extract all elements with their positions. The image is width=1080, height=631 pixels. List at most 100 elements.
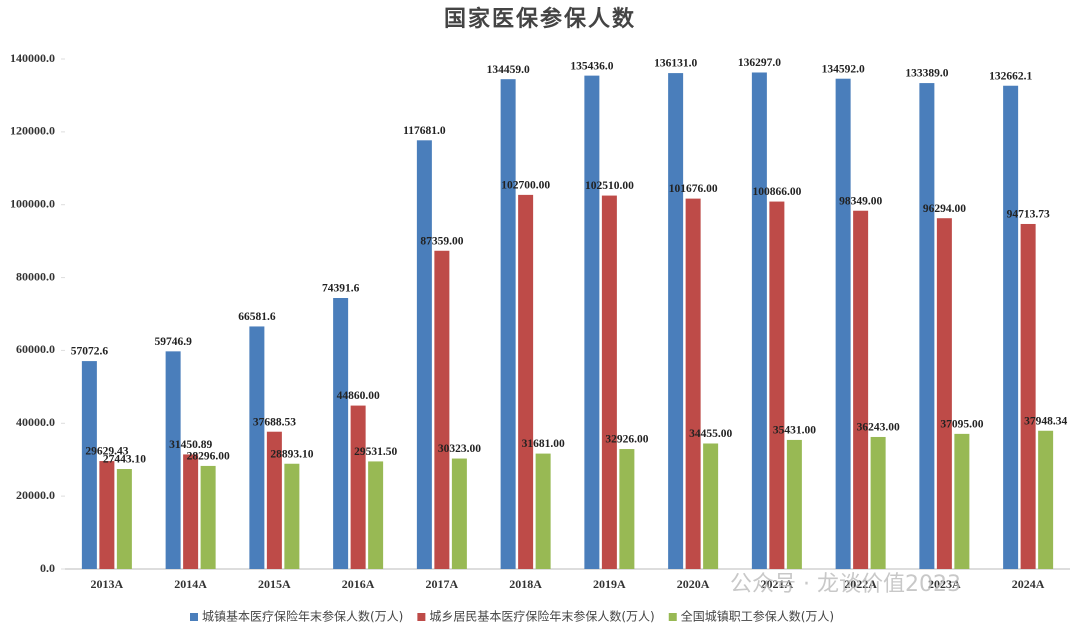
bar [81,361,97,569]
legend-label: 城镇基本医疗保险年末参保人数(万人) [202,609,403,624]
bar [954,433,970,569]
value-label: 32926.00 [605,434,648,446]
x-tick-label: 2021A [761,577,794,591]
legend-label: 城乡居民基本医疗保险年末参保人数(万人) [429,609,654,624]
bar [1020,223,1036,569]
chart-title: 国家医保参保人数 [444,6,636,32]
y-tick-label: 60000.0 [16,342,55,356]
bar [769,201,785,569]
value-label: 134592.0 [822,63,865,75]
value-label: 100866.00 [752,186,801,198]
value-label: 98349.00 [839,195,882,207]
x-tick-label: 2019A [593,577,626,591]
bar [685,198,701,569]
bar [116,469,132,569]
bar [751,72,767,569]
legend-label: 全国城镇职工参保人数(万人) [681,609,834,624]
y-tick-label: 140000.0 [10,51,55,65]
value-label: 136297.0 [738,57,781,69]
y-tick-label: 40000.0 [16,415,55,429]
value-label: 101676.00 [669,183,718,195]
bar [333,298,349,569]
bar [266,431,282,569]
bar [584,75,600,569]
value-label: 102510.00 [585,180,634,192]
bar [1003,85,1019,569]
value-label: 136131.0 [654,58,697,70]
legend-swatch [190,613,198,621]
bar [200,465,216,569]
value-label: 74391.6 [322,283,360,295]
bar [835,78,851,570]
x-tick-label: 2024A [1012,577,1045,591]
value-label: 28296.00 [187,451,230,463]
y-tick-label: 20000.0 [16,488,55,502]
value-label: 102700.00 [501,180,550,192]
x-tick-label: 2018A [509,577,542,591]
value-label: 29629.43 [85,446,128,458]
y-tick-label: 80000.0 [16,269,55,283]
bar [535,453,551,569]
x-tick-label: 2017A [426,577,459,591]
bar [350,405,366,569]
bar [284,463,300,569]
bar [853,210,869,569]
value-label: 31681.00 [522,438,565,450]
bar [518,194,534,569]
bar [619,449,635,569]
bar [451,458,467,569]
watermark: 公众号 · 龙谈价值2023 [730,572,961,597]
value-label: 35431.00 [773,425,816,437]
bar [500,79,516,570]
value-label: 132662.1 [989,70,1032,82]
bar [936,218,952,569]
value-label: 29531.50 [354,446,397,458]
value-label: 27443.10 [103,454,146,466]
x-tick-label: 2023A [928,577,961,591]
bar [601,195,617,569]
value-label: 94713.73 [1007,209,1050,221]
x-tick-label: 2022A [844,577,877,591]
bar [368,461,384,569]
x-tick-label: 2020A [677,577,710,591]
value-label: 44860.00 [337,390,380,402]
value-label: 57072.6 [71,346,109,358]
legend-swatch [417,613,426,621]
bar [668,73,684,570]
bar [249,326,265,569]
bar [786,439,802,569]
value-label: 37688.53 [253,416,296,428]
bar [99,461,115,569]
value-label: 117681.0 [403,125,446,137]
x-tick-label: 2015A [258,577,291,591]
y-tick-label: 120000.0 [10,124,55,138]
value-label: 30323.00 [438,443,481,455]
x-tick-label: 2014A [174,577,207,591]
y-tick-label: 100000.0 [10,196,55,210]
x-tick-label: 2016A [342,577,375,591]
value-label: 87359.00 [420,235,463,247]
bar [703,443,719,569]
bar [1038,430,1054,569]
value-label: 66581.6 [238,311,276,323]
value-label: 135436.0 [570,60,613,72]
bar [434,250,450,569]
value-label: 31450.89 [169,439,212,451]
legend-swatch [668,613,677,621]
bar [919,83,935,569]
bar [416,140,432,569]
value-label: 34455.00 [689,428,732,440]
bar [165,351,181,569]
y-tick-label: 0.0 [40,561,55,575]
x-tick-label: 2013A [91,577,124,591]
value-label: 134459.0 [487,64,530,76]
value-label: 133389.0 [905,68,948,80]
value-label: 59746.9 [154,336,192,348]
value-label: 28893.10 [270,448,313,460]
value-label: 37948.34 [1024,415,1067,427]
value-label: 96294.00 [923,203,966,215]
value-label: 36243.00 [857,422,900,434]
value-label: 37095.00 [940,419,983,431]
bar [183,454,199,569]
